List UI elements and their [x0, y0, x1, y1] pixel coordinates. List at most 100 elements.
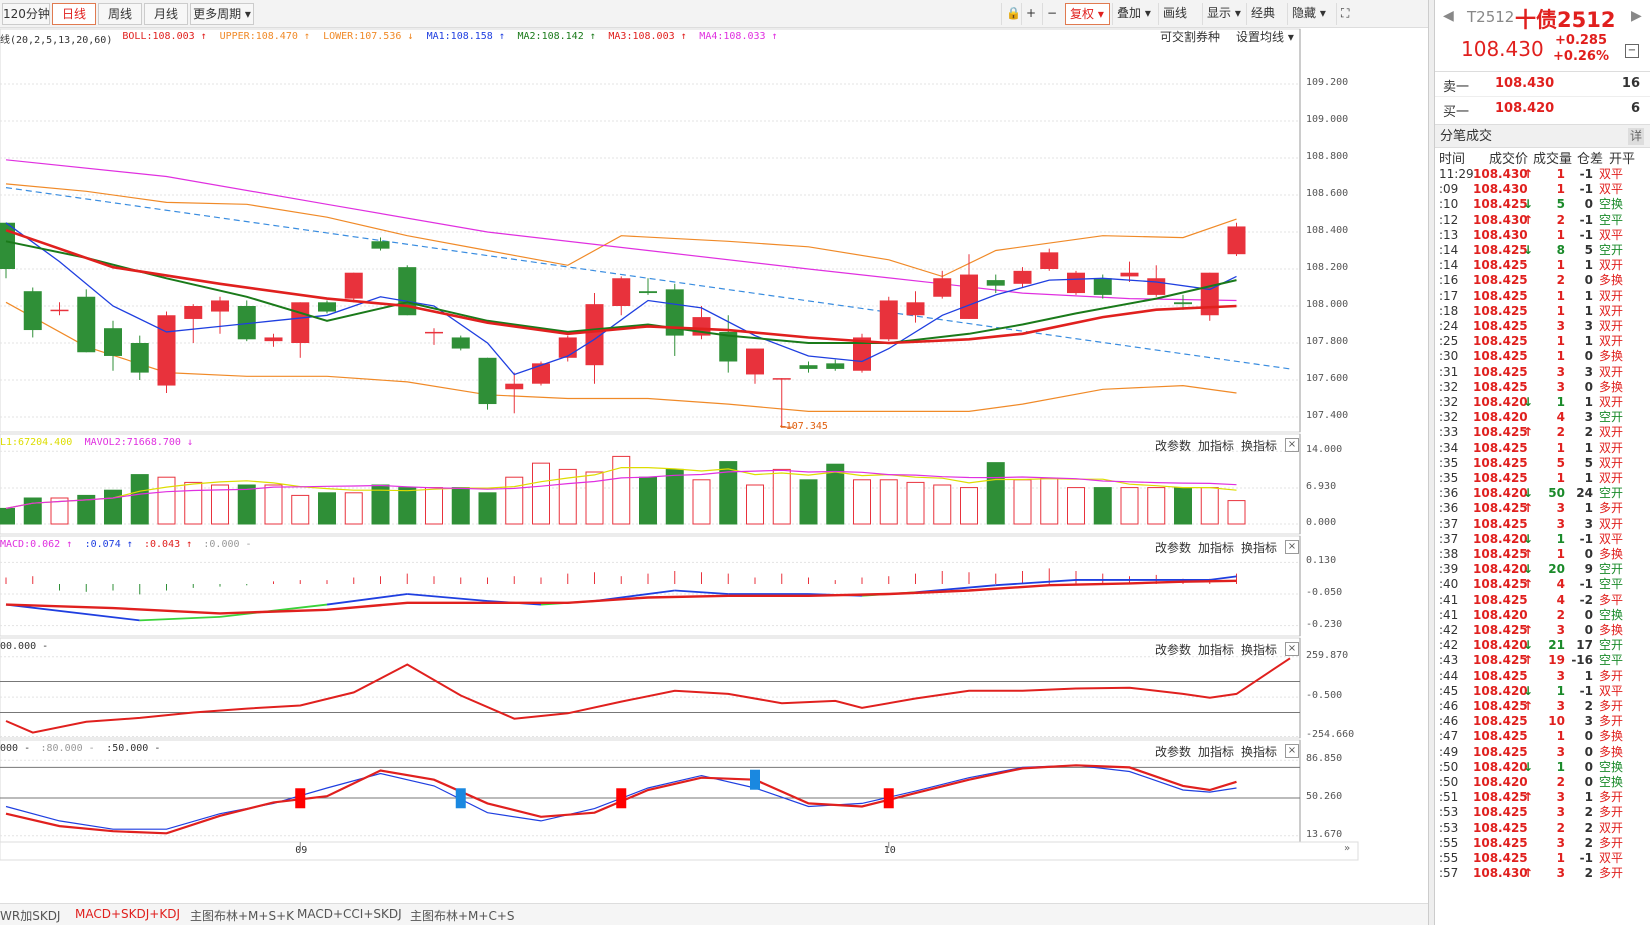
- macd-legend-3: :0.000 -: [203, 539, 252, 550]
- cci-pane-ctl-2[interactable]: 换指标: [1241, 643, 1278, 657]
- volume-pane-ctl-1[interactable]: 加指标: [1198, 439, 1235, 453]
- tick-row: :35 108.425 5 5 双开: [1435, 455, 1650, 471]
- ticks-detail-button[interactable]: 详: [1628, 128, 1644, 145]
- template-tab-2[interactable]: 主图布林+M+S+K: [190, 909, 295, 923]
- deliverable-bonds-button[interactable]: 可交割券种: [1160, 30, 1221, 44]
- zoom-out-icon[interactable]: −: [1042, 3, 1065, 25]
- kdj-pane-close-icon[interactable]: ×: [1285, 744, 1299, 758]
- tick-open-close: 双开: [1599, 288, 1624, 303]
- macd-pane-ctl-0[interactable]: 改参数: [1155, 541, 1192, 555]
- candle: [826, 363, 845, 369]
- template-tab-3[interactable]: MACD+CCI+SKDJ: [297, 907, 402, 921]
- panel-splitter[interactable]: [1428, 0, 1435, 925]
- display-button[interactable]: 显示 ▾: [1202, 3, 1244, 25]
- template-tab-0[interactable]: WR加SKDJ: [0, 909, 61, 923]
- kdj-legend-2: :50.000 -: [106, 743, 161, 754]
- tick-time: :41: [1439, 607, 1459, 622]
- template-tab-4[interactable]: 主图布林+M+C+S: [410, 909, 515, 923]
- ma2-line: [5, 240, 1237, 344]
- macd-pane-ctl-1[interactable]: 加指标: [1198, 541, 1235, 555]
- main-legend-4: MA1:108.158 ↑: [426, 31, 505, 42]
- tick-oi-diff: -1: [1579, 683, 1593, 698]
- period-tab-2[interactable]: 周线: [98, 3, 142, 25]
- hide-button[interactable]: 隐藏 ▾: [1287, 3, 1334, 25]
- tick-row: :53 108.425 3 2 多开: [1435, 804, 1650, 820]
- tick-open-close: 多换: [1599, 744, 1624, 759]
- cci-pane-ctl-0[interactable]: 改参数: [1155, 643, 1192, 657]
- volume-pane-ctl-0[interactable]: 改参数: [1155, 439, 1192, 453]
- candle: [665, 289, 684, 336]
- tick-time: :41: [1439, 592, 1459, 607]
- tick-volume: 1: [1556, 729, 1565, 744]
- tick-price: 108.420: [1473, 759, 1528, 774]
- set-ma-button[interactable]: 设置均线 ▾: [1236, 30, 1294, 44]
- tick-oi-diff: 9: [1584, 562, 1593, 577]
- tick-time: :18: [1439, 303, 1459, 318]
- forward-arrow-icon[interactable]: ▶: [1631, 8, 1642, 24]
- tick-oi-diff: 1: [1584, 501, 1593, 516]
- fullscreen-icon[interactable]: ⛶: [1336, 3, 1358, 25]
- period-tab-0[interactable]: 120分钟: [2, 3, 50, 25]
- tick-row: :14 108.425 1 1 双开: [1435, 257, 1650, 273]
- tick-time: :53: [1439, 820, 1459, 835]
- tick-oi-diff: 2: [1584, 866, 1593, 881]
- volume-bar: [211, 484, 229, 525]
- tick-volume: 1: [1556, 851, 1565, 865]
- macd-pane-ytick: 0.130: [1306, 555, 1337, 567]
- cci-pane-close-icon[interactable]: ×: [1285, 642, 1299, 656]
- draw-line-button[interactable]: 画线: [1158, 3, 1200, 25]
- kdj-pane-ctl-2[interactable]: 换指标: [1241, 745, 1278, 759]
- tick-price: 108.425: [1473, 835, 1528, 850]
- tick-open-close: 空开: [1599, 243, 1624, 257]
- tick-oi-diff: 1: [1584, 288, 1593, 303]
- tick-row: :17 108.425 1 1 双开: [1435, 288, 1650, 304]
- tick-price: 108.425: [1473, 851, 1528, 865]
- volume-bar: [986, 462, 1005, 525]
- tick-row: :46 108.425 ↑ 3 2 多开: [1435, 698, 1650, 714]
- restore-rights-button[interactable]: 复权 ▾: [1065, 3, 1110, 25]
- candle: [612, 278, 631, 306]
- volume-pane-close-icon[interactable]: ×: [1285, 438, 1299, 452]
- tick-oi-diff: -2: [1579, 592, 1593, 607]
- tick-volume: 3: [1556, 805, 1565, 820]
- tick-open-close: 多开: [1599, 790, 1624, 805]
- tick-time: :35: [1439, 455, 1459, 470]
- chart-area[interactable]: 120分钟 日线 周线 月线 更多周期 ▾ 🔒 + − 复权 ▾ 叠加 ▾ 画线 显示 ▾ 经典 隐藏 ▾…: [0, 0, 1428, 925]
- back-arrow-icon[interactable]: ◀: [1443, 8, 1454, 24]
- period-tab-1[interactable]: 日线: [52, 3, 96, 25]
- cci-pane-ctl-1[interactable]: 加指标: [1198, 643, 1235, 657]
- collapse-icon[interactable]: −: [1625, 44, 1639, 58]
- candle: [853, 337, 871, 371]
- tick-price: 108.425: [1473, 623, 1528, 637]
- tick-open-close: 空开: [1599, 410, 1624, 425]
- period-tab-4[interactable]: 更多周期 ▾: [190, 3, 254, 25]
- volume-bar: [1174, 487, 1192, 525]
- macd-pane-close-icon[interactable]: ×: [1285, 540, 1299, 554]
- tick-open-close: 双开: [1599, 425, 1624, 440]
- tick-open-close: 空换: [1599, 197, 1624, 212]
- template-tab-1[interactable]: MACD+SKDJ+KDJ: [75, 907, 180, 921]
- chart-canvas[interactable]: [0, 0, 1428, 903]
- tick-price: 108.430: [1473, 866, 1528, 881]
- tick-time: :10: [1439, 197, 1459, 212]
- volume-pane-ctl-2[interactable]: 换指标: [1241, 439, 1278, 453]
- tick-row: :42 108.425 ↑ 3 0 多换: [1435, 622, 1650, 638]
- period-tab-3[interactable]: 月线: [144, 3, 188, 25]
- kdj-pane-ctl-1[interactable]: 加指标: [1198, 745, 1235, 759]
- lock-icon[interactable]: 🔒: [1001, 3, 1021, 25]
- kdj-pane-ctl-0[interactable]: 改参数: [1155, 745, 1192, 759]
- tick-price: 108.425: [1473, 425, 1528, 440]
- tick-row: :31 108.425 3 3 双开: [1435, 364, 1650, 380]
- macd-pane-ctl-2[interactable]: 换指标: [1241, 541, 1278, 555]
- overlay-button[interactable]: 叠加 ▾: [1112, 3, 1156, 25]
- tick-price: 108.425: [1473, 547, 1528, 561]
- scroll-right-icon[interactable]: »: [1344, 843, 1351, 854]
- volume-pane-ytick: 6.930: [1306, 480, 1337, 492]
- classic-button[interactable]: 经典: [1246, 3, 1284, 25]
- volume-bar: [612, 455, 631, 525]
- volume-bar: [960, 487, 978, 525]
- volume-bar: [398, 487, 417, 525]
- volume-bar: [799, 479, 818, 525]
- zoom-in-icon[interactable]: +: [1021, 3, 1042, 25]
- tick-time: :31: [1439, 364, 1459, 379]
